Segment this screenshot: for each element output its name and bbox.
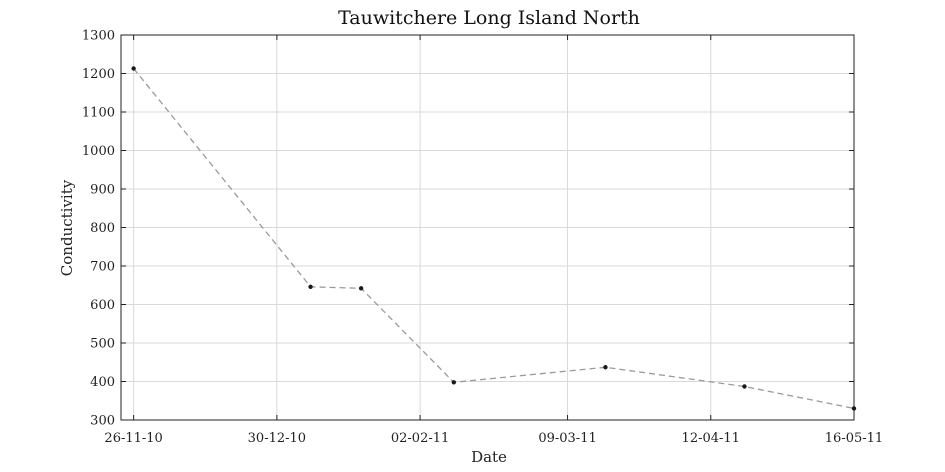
y-tick-label: 400 [90,375,115,390]
data-point [603,365,608,370]
y-tick-label: 1200 [82,67,115,82]
y-tick-label: 300 [90,414,115,429]
data-point [451,380,456,385]
x-tick-label: 26-11-10 [104,431,162,446]
x-tick-label: 12-04-11 [682,431,740,446]
x-tick-label: 09-03-11 [538,431,596,446]
axes: 300 400 500 600 700 800 900 1000 1100 1200 1300 26-… [82,29,883,447]
data-point [131,66,136,71]
series [131,66,857,411]
data-point [308,284,313,289]
x-tick-label: 02-02-11 [391,431,449,446]
grid [121,34,855,421]
y-tick-label: 1100 [82,106,115,121]
chart-title: Tauwitchere Long Island North [338,7,640,29]
y-tick-label: 1300 [82,29,115,44]
y-tick-label: 500 [90,337,115,352]
plot-frame [120,34,855,421]
y-tick-label: 800 [90,221,115,236]
y-tick-label: 700 [90,260,115,275]
data-point [358,286,364,291]
y-tick-label: 600 [90,298,115,313]
x-axis-label: Date [471,448,507,466]
y-tick-label: 1000 [82,144,115,159]
series-line [133,68,855,410]
x-tick-label: 30-12-10 [248,431,306,446]
x-tick-label: 16-05-11 [825,431,883,446]
y-tick-label: 900 [90,183,115,198]
y-axis-label: Conductivity [58,179,76,276]
data-point [742,384,747,389]
data-point [851,406,857,411]
